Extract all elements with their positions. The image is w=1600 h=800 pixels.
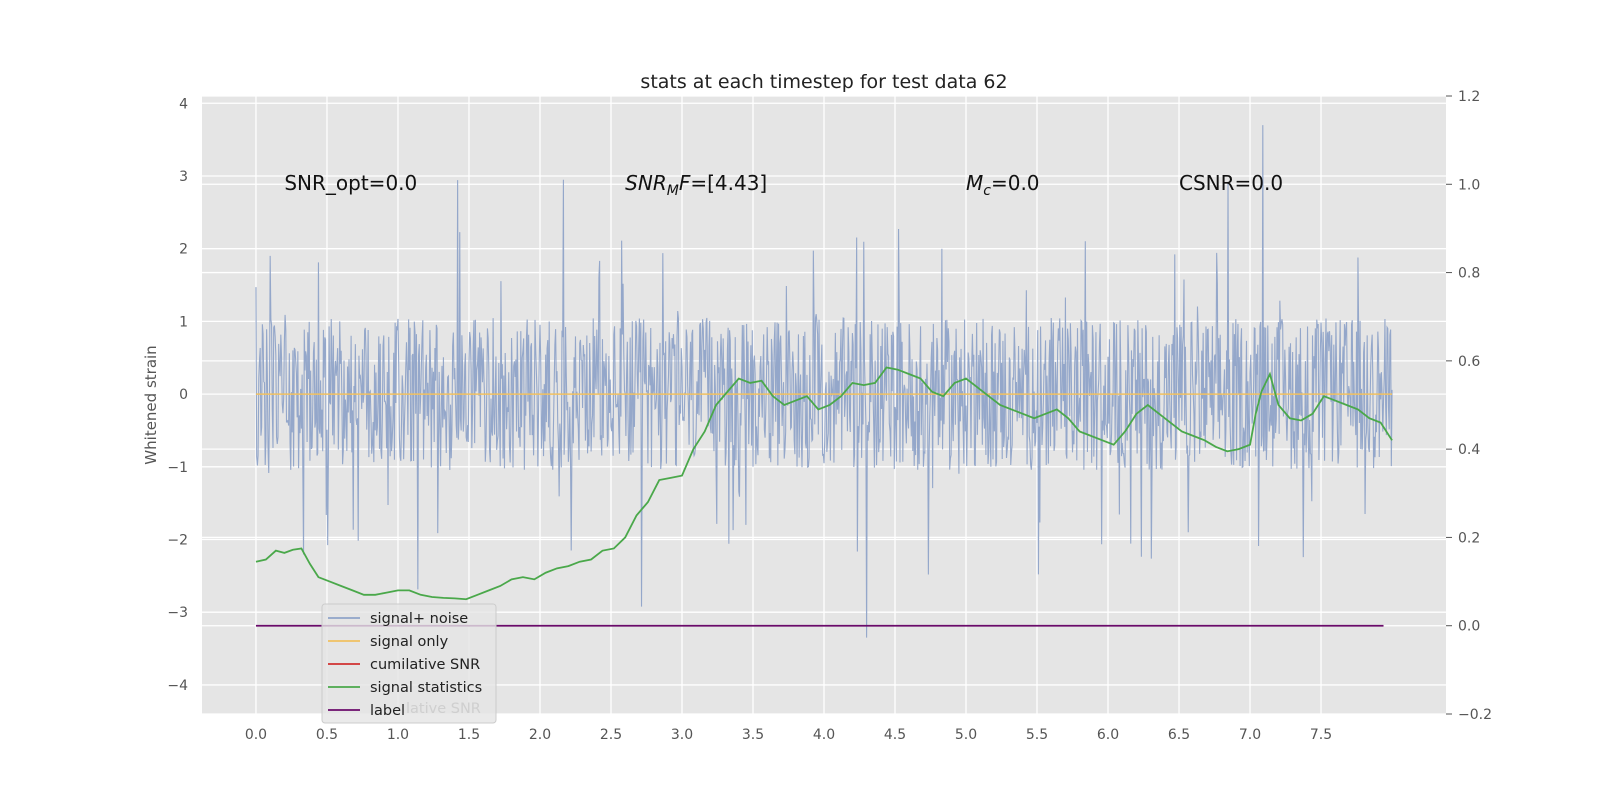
legend: lative SNR signal+ noise signal only cumila… bbox=[321, 603, 497, 724]
legend-entry: cumilative SNR bbox=[370, 657, 480, 673]
x-tick-label: 3.0 bbox=[671, 727, 693, 743]
y2-tick-label: 1.2 bbox=[1458, 89, 1480, 105]
series-signal-plus-noise bbox=[255, 125, 1393, 638]
legend-box bbox=[321, 603, 497, 724]
y-tick-label: −4 bbox=[167, 678, 188, 694]
x-tick-label: 1.5 bbox=[458, 727, 480, 743]
x-tick-label: 0.5 bbox=[316, 727, 338, 743]
x-tick-label: 4.5 bbox=[884, 727, 906, 743]
y2-tick-label: 0.0 bbox=[1458, 619, 1480, 635]
annotation-1: SNRMF=[4.43] bbox=[625, 171, 767, 199]
annotation-3: CSNR=0.0 bbox=[1179, 171, 1283, 195]
x-tick-label: 7.0 bbox=[1239, 727, 1261, 743]
x-tick-label: 7.5 bbox=[1310, 727, 1332, 743]
legend-entry: label bbox=[370, 703, 405, 719]
annotation-0: SNR_opt=0.0 bbox=[284, 171, 417, 195]
x-tick-label: 5.0 bbox=[955, 727, 977, 743]
y2-tick-label: 0.6 bbox=[1458, 354, 1480, 370]
signal-statistics-line bbox=[255, 366, 1393, 601]
x-tick-label: 6.0 bbox=[1097, 727, 1119, 743]
y2-tick-label: 1.0 bbox=[1458, 177, 1480, 193]
y-tick-label: 2 bbox=[179, 242, 188, 258]
legend-entry: signal only bbox=[370, 634, 449, 650]
grid bbox=[202, 95, 1446, 715]
x-tick-label: 5.5 bbox=[1026, 727, 1048, 743]
y2-tick-label: 0.4 bbox=[1458, 442, 1480, 458]
signal-plus-noise-line bbox=[255, 125, 1393, 638]
y-tick-label: 1 bbox=[179, 314, 188, 330]
legend-overlap-text-front: lative SNR bbox=[406, 701, 481, 717]
y2-tick-label: −0.2 bbox=[1458, 707, 1492, 723]
y-tick-label: −3 bbox=[167, 605, 188, 621]
y-tick-label: 0 bbox=[179, 387, 188, 403]
y-axis-label: Whitened strain bbox=[142, 345, 160, 464]
chart-title: stats at each timestep for test data 62 bbox=[640, 71, 1007, 93]
x-tick-label: 4.0 bbox=[813, 727, 835, 743]
y-tick-label: 4 bbox=[179, 96, 188, 112]
x-tick-label: 2.5 bbox=[600, 727, 622, 743]
x-tick-label: 0.0 bbox=[245, 727, 267, 743]
y2-tick-label: 0.2 bbox=[1458, 530, 1480, 546]
annotations: SNR_opt=0.0 SNRMF=[4.43] Mc=0.0 CSNR=0.0 bbox=[284, 171, 1283, 199]
y-tick-label: −2 bbox=[167, 533, 188, 549]
x-tick-label: 2.0 bbox=[529, 727, 551, 743]
y-tick-label: 3 bbox=[179, 169, 188, 185]
x-tick-label: 6.5 bbox=[1168, 727, 1190, 743]
annotation-2: Mc=0.0 bbox=[966, 171, 1040, 199]
y2-tick-label: 0.8 bbox=[1458, 266, 1480, 282]
x-tick-label: 1.0 bbox=[387, 727, 409, 743]
y-tick-label: −1 bbox=[167, 460, 188, 476]
legend-entry: signal+ noise bbox=[370, 611, 468, 627]
x-tick-label: 3.5 bbox=[742, 727, 764, 743]
legend-entry: signal statistics bbox=[370, 680, 482, 696]
axes: 0.0 0.5 1.0 1.5 2.0 2.5 3.0 3.5 4.0 4.5 5.0 5.5 6.0 6… bbox=[167, 89, 1492, 743]
